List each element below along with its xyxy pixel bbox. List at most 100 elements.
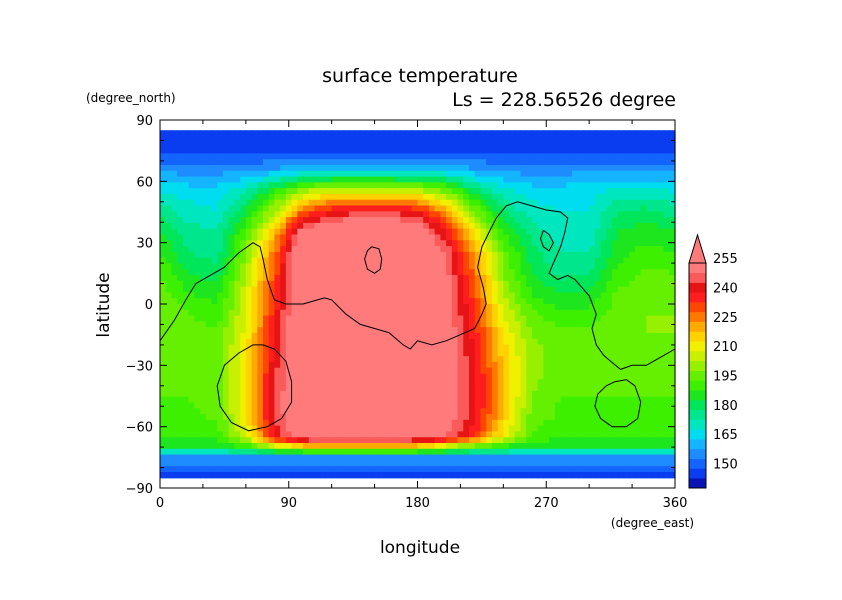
heatmap-cell: [594, 298, 602, 305]
heatmap-cell: [377, 373, 384, 380]
heatmap-cell: [560, 327, 567, 334]
heatmap-cell: [583, 414, 590, 421]
heatmap-cell: [320, 425, 327, 433]
heatmap-cell: [285, 379, 293, 386]
heatmap-cell: [274, 205, 281, 212]
heatmap-cell: [200, 385, 207, 392]
heatmap-cell: [657, 211, 665, 218]
heatmap-cell: [560, 286, 567, 294]
heatmap-cell: [348, 211, 356, 218]
heatmap-cell: [320, 448, 327, 456]
heatmap-cell: [463, 240, 470, 247]
heatmap-cell: [577, 246, 585, 253]
heatmap-cell: [388, 338, 396, 346]
heatmap-cell: [594, 356, 602, 363]
heatmap-cell: [669, 159, 676, 166]
heatmap-cell: [434, 246, 441, 253]
heatmap-cell: [377, 309, 384, 317]
heatmap-cell: [240, 263, 247, 270]
heatmap-cell: [400, 222, 407, 230]
heatmap-cell: [583, 159, 590, 166]
heatmap-cell: [617, 437, 625, 444]
heatmap-cell: [446, 240, 453, 247]
heatmap-cell: [446, 176, 453, 183]
heatmap-cell: [245, 385, 253, 392]
heatmap-cell: [594, 402, 602, 409]
heatmap-cell: [537, 356, 544, 363]
heatmap-cell: [200, 228, 207, 236]
heatmap-cell: [646, 361, 653, 369]
heatmap-cell: [245, 246, 253, 253]
heatmap-cell: [417, 246, 424, 253]
heatmap-cell: [554, 170, 562, 178]
heatmap-cell: [268, 269, 276, 276]
heatmap-cell: [331, 147, 338, 154]
heatmap-cell: [348, 286, 356, 294]
heatmap-cell: [411, 361, 419, 369]
heatmap-cell: [234, 373, 241, 380]
heatmap-cell: [474, 130, 482, 137]
heatmap-cell: [640, 344, 647, 351]
heatmap-cell: [463, 292, 470, 299]
heatmap-cell: [182, 164, 190, 172]
heatmap-cell: [400, 350, 407, 357]
heatmap-cell: [669, 170, 676, 178]
heatmap-cell: [274, 414, 281, 421]
heatmap-cell: [383, 443, 390, 450]
heatmap-cell: [663, 147, 670, 154]
heatmap-cell: [663, 228, 670, 236]
heatmap-cell: [171, 350, 178, 357]
heatmap-cell: [514, 390, 522, 398]
heatmap-cell: [543, 182, 550, 189]
heatmap-cell: [474, 304, 482, 311]
heatmap-cell: [451, 332, 459, 340]
heatmap-cell: [560, 298, 567, 305]
heatmap-cell: [428, 414, 436, 421]
heatmap-cell: [469, 269, 476, 276]
heatmap-cell: [245, 402, 253, 409]
heatmap-cell: [612, 199, 619, 207]
heatmap-cell: [526, 425, 533, 433]
heatmap-cell: [572, 251, 579, 259]
heatmap-cell: [526, 286, 533, 294]
heatmap-cell: [509, 269, 516, 276]
heatmap-cell: [257, 286, 264, 294]
heatmap-cell: [360, 425, 367, 433]
heatmap-cell: [211, 147, 218, 154]
heatmap-cell: [371, 147, 379, 154]
heatmap-cell: [572, 414, 579, 421]
heatmap-cell: [228, 228, 235, 236]
heatmap-cell: [160, 170, 167, 178]
heatmap-cell: [314, 292, 321, 299]
heatmap-cell: [205, 159, 213, 166]
heatmap-cell: [572, 234, 579, 241]
heatmap-cell: [297, 240, 304, 247]
heatmap-cell: [360, 234, 367, 241]
heatmap-cell: [280, 141, 287, 149]
heatmap-cell: [537, 332, 544, 340]
heatmap-cell: [303, 246, 310, 253]
heatmap-cell: [400, 193, 407, 201]
heatmap-cell: [612, 356, 619, 363]
heatmap-cell: [274, 396, 281, 404]
heatmap-cell: [234, 332, 241, 340]
heatmap-cell: [274, 240, 281, 247]
heatmap-cell: [543, 408, 550, 415]
heatmap-cell: [428, 350, 436, 357]
heatmap-cell: [646, 327, 653, 334]
heatmap-cell: [205, 327, 213, 334]
heatmap-cell: [514, 193, 522, 201]
heatmap-cell: [503, 402, 510, 409]
heatmap-cell: [440, 402, 447, 409]
heatmap-cell: [457, 136, 464, 143]
heatmap-cell: [160, 182, 167, 189]
heatmap-cell: [629, 298, 636, 305]
heatmap-cell: [417, 193, 424, 201]
heatmap-cell: [366, 396, 373, 404]
heatmap-cell: [177, 344, 184, 351]
heatmap-cell: [314, 147, 321, 154]
heatmap-cell: [623, 275, 630, 282]
heatmap-cell: [411, 327, 419, 334]
heatmap-cell: [314, 425, 321, 433]
heatmap-cell: [360, 141, 367, 149]
